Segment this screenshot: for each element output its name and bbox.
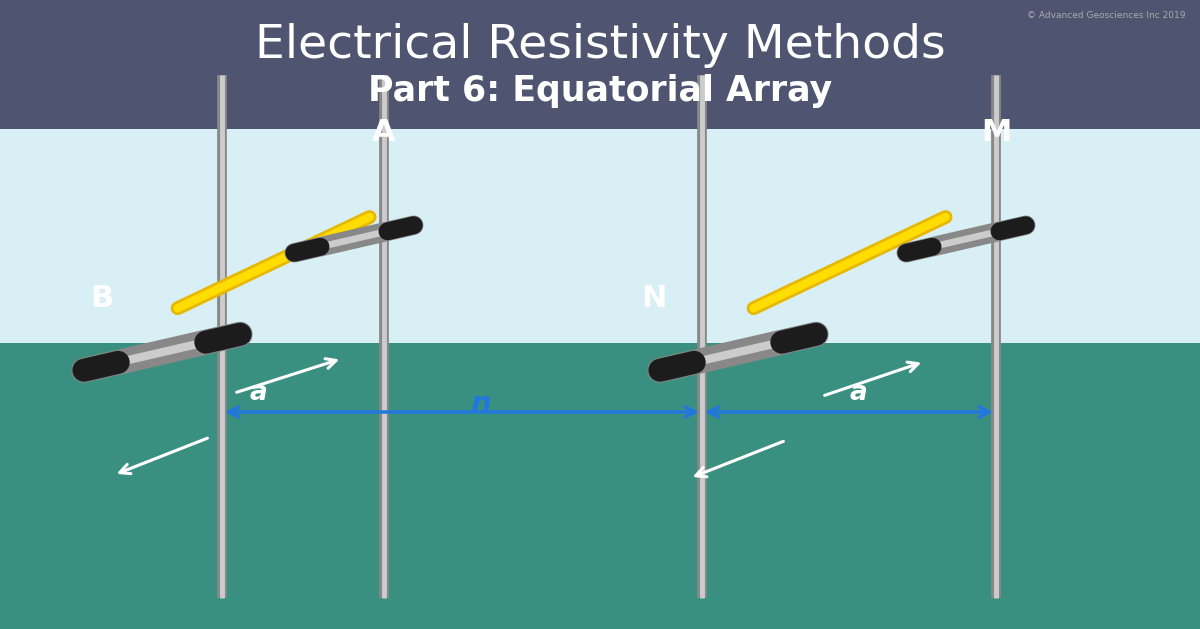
Text: M: M: [980, 118, 1012, 147]
Text: N: N: [641, 284, 667, 313]
FancyBboxPatch shape: [0, 343, 1200, 629]
Text: Electrical Resistivity Methods: Electrical Resistivity Methods: [254, 23, 946, 68]
Text: a: a: [850, 380, 866, 406]
Text: A: A: [372, 118, 396, 147]
Text: a: a: [250, 380, 266, 406]
Text: B: B: [90, 284, 114, 313]
FancyBboxPatch shape: [0, 129, 1200, 343]
FancyBboxPatch shape: [0, 0, 1200, 129]
Text: n: n: [469, 390, 491, 418]
Text: © Advanced Geosciences Inc 2019: © Advanced Geosciences Inc 2019: [1027, 11, 1186, 20]
Text: Part 6: Equatorial Array: Part 6: Equatorial Array: [368, 74, 832, 108]
